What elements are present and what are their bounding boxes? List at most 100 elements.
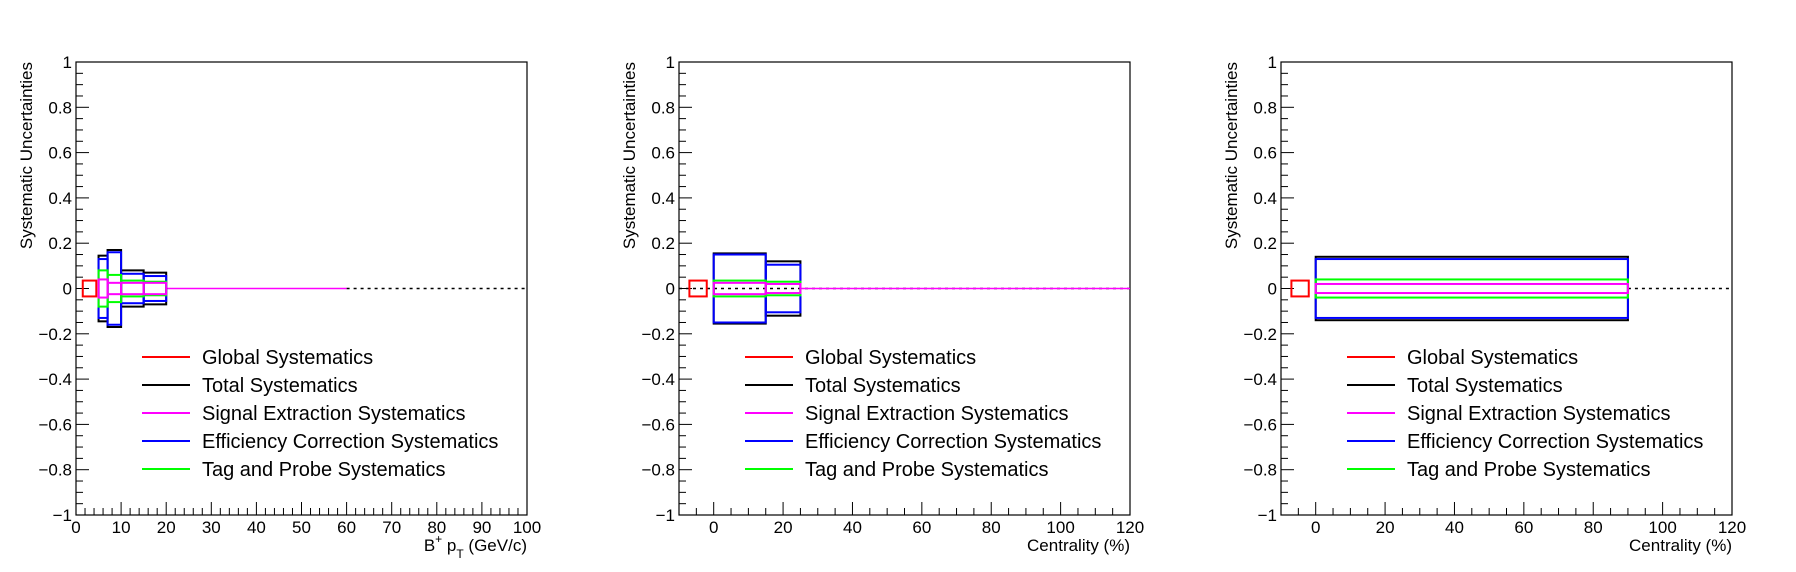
y-tick-label: 0.2 bbox=[1253, 234, 1277, 253]
x-tick-label: 90 bbox=[472, 518, 491, 537]
y-tick-label: 0.4 bbox=[48, 189, 72, 208]
y-tick-label: −1 bbox=[1258, 506, 1277, 525]
total-systematics-box bbox=[120, 269, 145, 308]
x-tick-label: 120 bbox=[1718, 518, 1746, 537]
x-axis-title: Centrality (%) bbox=[1629, 536, 1732, 555]
legend-label-efficiency: Efficiency Correction Systematics bbox=[805, 431, 1101, 453]
efficiency-systematics-box bbox=[142, 275, 168, 302]
legend-label-global: Global Systematics bbox=[805, 347, 976, 369]
legend: Global Systematics Total Systematics Signa… bbox=[142, 347, 498, 481]
legend-label-signal: Signal Extraction Systematics bbox=[1407, 403, 1670, 425]
x-tick-label: 120 bbox=[1116, 518, 1144, 537]
x-tick-label: 30 bbox=[202, 518, 221, 537]
y-tick-label: −0.6 bbox=[641, 415, 675, 434]
signal-systematics-box bbox=[97, 278, 109, 299]
x-tick-label: 80 bbox=[427, 518, 446, 537]
y-tick-label: 1 bbox=[63, 53, 72, 72]
efficiency-systematics-box bbox=[1314, 258, 1629, 319]
x-tick-label: 0 bbox=[709, 518, 718, 537]
legend-label-tagprobe: Tag and Probe Systematics bbox=[202, 459, 445, 481]
legend-label-global: Global Systematics bbox=[1407, 347, 1578, 369]
x-tick-label: 40 bbox=[247, 518, 266, 537]
efficiency-systematics-box bbox=[106, 251, 123, 326]
legend-label-global: Global Systematics bbox=[202, 347, 373, 369]
x-tick-label: 40 bbox=[843, 518, 862, 537]
y-tick-label: 0.8 bbox=[1253, 98, 1277, 117]
x-tick-label: 60 bbox=[912, 518, 931, 537]
y-tick-label: 0.8 bbox=[48, 98, 72, 117]
chart-panel-1: 10.80.60.40.20−0.2−0.4−0.6−0.8−10 10 20 30 4… bbox=[17, 53, 541, 561]
x-axis-title: Centrality (%) bbox=[1027, 536, 1130, 555]
x-tick-label: 0 bbox=[1311, 518, 1320, 537]
x-tick-label: 100 bbox=[1648, 518, 1676, 537]
x-tick-label: 10 bbox=[112, 518, 131, 537]
legend-label-tagprobe: Tag and Probe Systematics bbox=[1407, 459, 1650, 481]
x-tick-label: 80 bbox=[982, 518, 1001, 537]
x-tick-label: 20 bbox=[157, 518, 176, 537]
y-tick-label: −0.8 bbox=[38, 461, 72, 480]
y-tick-label: −0.8 bbox=[1243, 461, 1277, 480]
y-tick-label: 0.2 bbox=[48, 234, 72, 253]
x-tick-label: 80 bbox=[1584, 518, 1603, 537]
y-tick-label: 0.2 bbox=[651, 234, 675, 253]
y-tick-label: −0.6 bbox=[38, 415, 72, 434]
y-tick-label: −0.8 bbox=[641, 461, 675, 480]
signal-systematics-box bbox=[1314, 282, 1629, 295]
legend-label-efficiency: Efficiency Correction Systematics bbox=[202, 431, 498, 453]
y-tick-label: 0 bbox=[666, 280, 675, 299]
y-tick-label: 1 bbox=[1268, 53, 1277, 72]
legend: Global Systematics Total Systematics Signa… bbox=[1347, 347, 1703, 481]
x-tick-label: 60 bbox=[1514, 518, 1533, 537]
legend-label-signal: Signal Extraction Systematics bbox=[805, 403, 1068, 425]
y-tick-label: −0.2 bbox=[38, 325, 72, 344]
total-systematics-box bbox=[1314, 255, 1629, 322]
total-systematics-box bbox=[142, 271, 168, 306]
chart-panel-2: 1 0.8 0.6 0.4 0.2 0 −0.2 −0.4 −0.6 −0.8 −1 0 20 40 60 8… bbox=[620, 53, 1144, 555]
y-tick-label: 0 bbox=[1268, 280, 1277, 299]
y-tick-label: 0.4 bbox=[1253, 189, 1277, 208]
x-tick-label: 70 bbox=[382, 518, 401, 537]
y-axis-title: Systematic Uncertainties bbox=[17, 62, 36, 249]
y-tick-label: 0.8 bbox=[651, 98, 675, 117]
tagprobe-systematics-box bbox=[97, 269, 109, 308]
legend-label-tagprobe: Tag and Probe Systematics bbox=[805, 459, 1048, 481]
x-tick-label: 100 bbox=[1046, 518, 1074, 537]
y-tick-label: −0.4 bbox=[1243, 370, 1277, 389]
signal-systematics-box bbox=[106, 281, 123, 296]
legend-label-total: Total Systematics bbox=[202, 375, 358, 397]
signal-systematics-box bbox=[120, 281, 145, 296]
y-tick-label: 1 bbox=[666, 53, 675, 72]
y-tick-label: 0.4 bbox=[651, 189, 675, 208]
y-tick-label: 0.6 bbox=[1253, 144, 1277, 163]
efficiency-systematics-box bbox=[120, 272, 145, 305]
y-tick-label: 0 bbox=[63, 280, 72, 299]
y-axis-title: Systematic Uncertainties bbox=[1222, 62, 1241, 249]
y-tick-label: −0.6 bbox=[1243, 415, 1277, 434]
total-systematics-box bbox=[97, 254, 109, 323]
y-tick-label: −1 bbox=[656, 506, 675, 525]
signal-systematics-box bbox=[142, 281, 168, 296]
y-axis-title: Systematic Uncertainties bbox=[620, 62, 639, 249]
y-tick-label: 0.6 bbox=[651, 144, 675, 163]
y-tick-label: −0.4 bbox=[641, 370, 675, 389]
x-tick-label: 100 bbox=[513, 518, 541, 537]
x-tick-label: 60 bbox=[337, 518, 356, 537]
x-tick-label: 40 bbox=[1445, 518, 1464, 537]
x-tick-label: 0 bbox=[71, 518, 80, 537]
legend-label-efficiency: Efficiency Correction Systematics bbox=[1407, 431, 1703, 453]
total-systematics-box bbox=[106, 248, 123, 329]
legend-label-signal: Signal Extraction Systematics bbox=[202, 403, 465, 425]
y-tick-label: −0.2 bbox=[641, 325, 675, 344]
global-systematics-box bbox=[81, 279, 98, 298]
y-tick-label: −1 bbox=[53, 506, 72, 525]
efficiency-systematics-box bbox=[97, 258, 109, 319]
tagprobe-systematics-box bbox=[1314, 278, 1629, 299]
y-tick-label: 0.6 bbox=[48, 144, 72, 163]
y-tick-label: −0.2 bbox=[1243, 325, 1277, 344]
tagprobe-systematics-box bbox=[106, 273, 123, 304]
y-tick-label: −0.4 bbox=[38, 370, 72, 389]
legend-label-total: Total Systematics bbox=[1407, 375, 1563, 397]
signal-systematics-box bbox=[764, 282, 802, 295]
chart-panel-3: 1 0.8 0.6 0.4 0.2 0 −0.2 −0.4 −0.6 −0.8 −1 0 20 40 60 8… bbox=[1222, 53, 1746, 555]
